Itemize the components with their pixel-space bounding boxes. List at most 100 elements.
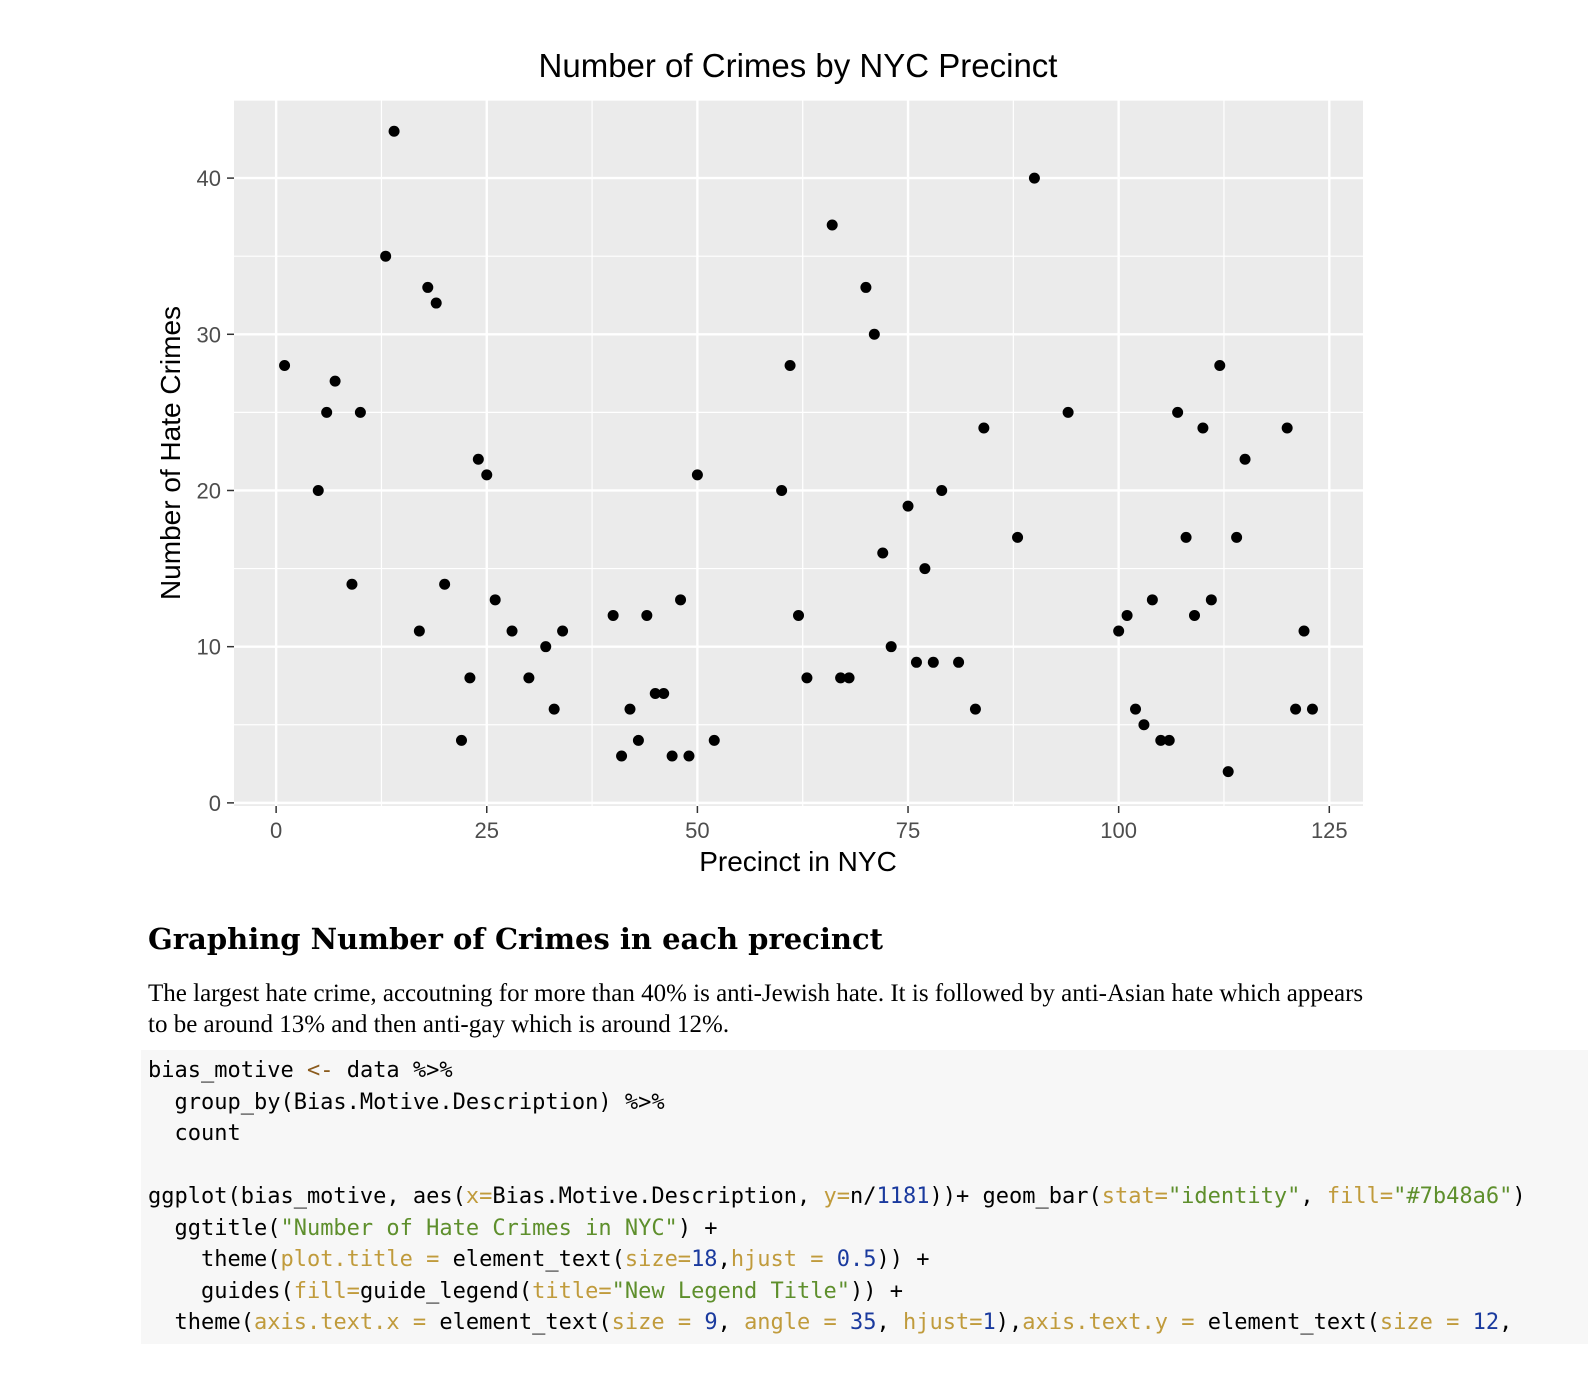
y-tick-label: 30 [197, 322, 221, 347]
data-point [312, 484, 324, 496]
data-point [557, 625, 569, 637]
code-token: element_text( [439, 1310, 612, 1335]
data-point [969, 703, 981, 715]
code-token: 1181 [876, 1184, 930, 1209]
data-point [632, 734, 644, 746]
data-point [430, 297, 442, 309]
data-point [927, 656, 939, 668]
code-token: hjust= [903, 1310, 983, 1335]
data-point [1180, 531, 1192, 543]
data-point [489, 594, 501, 606]
data-point [329, 375, 341, 387]
code-token: count [148, 1121, 241, 1146]
code-token: "New Legend Title" [611, 1278, 851, 1304]
major-gridlines [234, 100, 1363, 806]
chart-title: Number of Crimes by NYC Precinct [539, 47, 1058, 84]
code-token: size = [611, 1310, 705, 1335]
data-point [1146, 594, 1158, 606]
data-point [641, 609, 653, 621]
code-line: theme(axis.text.x = element_text(size = … [148, 1307, 1512, 1338]
code-token: theme( [148, 1247, 281, 1272]
data-point [936, 484, 948, 496]
data-point [953, 656, 965, 668]
data-point [422, 281, 434, 293]
code-line: group_by(Bias.Motive.Description) %>% [148, 1087, 665, 1118]
data-point [1222, 766, 1234, 778]
x-tick-label: 75 [896, 818, 920, 843]
data-point [978, 422, 990, 434]
data-point [1281, 422, 1293, 434]
code-token: axis.text.y = [1022, 1310, 1208, 1335]
data-point [1130, 703, 1142, 715]
code-token: size= [624, 1247, 692, 1272]
data-point [1188, 609, 1200, 621]
data-point [1239, 453, 1251, 465]
data-point [1012, 531, 1024, 543]
data-point [877, 547, 889, 559]
data-point [691, 469, 703, 481]
data-point [919, 563, 931, 575]
code-line: ggplot(bias_motive, aes(x=Bias.Motive.De… [148, 1181, 1526, 1212]
code-token: 1 [982, 1310, 996, 1335]
code-token: element_text( [1207, 1310, 1380, 1335]
x-tick-label: 25 [475, 818, 499, 843]
data-point [472, 453, 484, 465]
data-point [321, 406, 333, 418]
code-token: )) + [850, 1278, 904, 1304]
scatter-chart: Number of Crimes by NYC Precinct 0 25 50 75… [155, 47, 1363, 877]
y-tick-label: 40 [197, 166, 221, 191]
code-token: Bias.Motive.Description, [492, 1184, 824, 1209]
data-point [1172, 406, 1184, 418]
code-token: guide_legend( [359, 1278, 533, 1304]
data-point [380, 250, 392, 262]
data-point [1298, 625, 1310, 637]
data-point [1062, 406, 1074, 418]
data-point [658, 688, 670, 700]
code-token: ggplot(bias_motive, aes( [148, 1184, 466, 1209]
data-point [388, 125, 400, 137]
data-point [1138, 719, 1150, 731]
code-token: ) [1512, 1184, 1526, 1209]
code-token: y= [823, 1184, 851, 1209]
y-axis-label: Number of Hate Crimes [155, 306, 186, 600]
code-line: bias_motive <- data %>% [148, 1055, 453, 1086]
y-axis: 0 10 20 30 40 [197, 166, 234, 816]
data-point [1163, 734, 1175, 746]
data-point [481, 469, 493, 481]
code-token: , [1300, 1184, 1327, 1209]
data-point [1231, 531, 1243, 543]
data-point [860, 281, 872, 293]
code-token: group_by(Bias.Motive.Description) %>% [148, 1089, 665, 1115]
code-token: )) + [876, 1247, 930, 1272]
code-token: ), [995, 1310, 1023, 1335]
code-token: title= [532, 1278, 612, 1304]
code-token: ) + [677, 1215, 718, 1241]
x-tick-label: 100 [1100, 818, 1137, 843]
code-token: fill= [293, 1278, 360, 1304]
data-point [666, 750, 678, 762]
code-token: <- [306, 1058, 334, 1083]
x-axis: 0 25 50 75 100 125 [270, 806, 1348, 843]
data-point [413, 625, 425, 637]
data-point [776, 484, 788, 496]
code-line: count [148, 1118, 241, 1149]
data-point [548, 703, 560, 715]
code-token: bias_motive [148, 1058, 307, 1083]
code-line: ggtitle("Number of Hate Crimes in NYC") … [148, 1213, 718, 1244]
code-token: data %>% [333, 1058, 453, 1083]
code-token: axis.text.x = [253, 1310, 440, 1335]
code-token: x= [465, 1184, 493, 1209]
data-point [1197, 422, 1209, 434]
code-token: stat= [1101, 1184, 1168, 1209]
data-point [624, 703, 636, 715]
section-paragraph: The largest hate crime, accoutning for m… [148, 980, 1364, 1038]
data-point [354, 406, 366, 418]
data-point [843, 672, 855, 684]
y-tick-label: 10 [197, 635, 221, 660]
code-token: 0.5 [836, 1247, 877, 1272]
code-line: guides(fill=guide_legend(title="New Lege… [148, 1276, 903, 1307]
data-point [1290, 703, 1302, 715]
data-point [910, 656, 922, 668]
code-token: 35 [850, 1310, 877, 1335]
data-point [784, 360, 796, 372]
